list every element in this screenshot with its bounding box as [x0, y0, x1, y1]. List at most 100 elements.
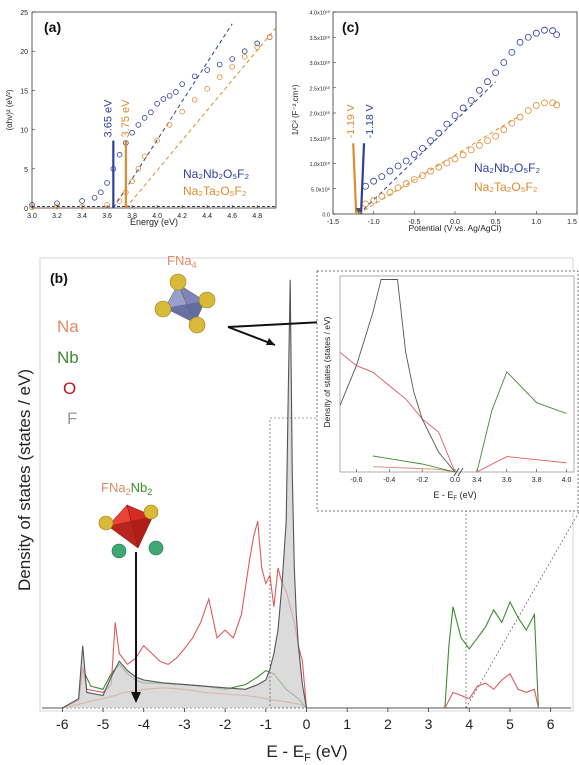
data-point	[241, 53, 248, 60]
data-point	[427, 167, 435, 175]
data-point	[160, 96, 167, 102]
dos-line-f	[42, 279, 571, 709]
data-point	[443, 159, 451, 167]
data-point	[508, 119, 516, 127]
data-point	[386, 188, 394, 196]
x-tick-label: 4.2	[177, 213, 187, 220]
data-point	[419, 172, 426, 180]
panel-a-ylabel: (αhν)² (eV²)	[5, 89, 14, 130]
inset-x-tick-label: 3.6	[502, 477, 512, 484]
data-point	[500, 126, 508, 134]
x-tick-label: 5	[506, 716, 514, 732]
inset-line-nb	[476, 371, 567, 473]
data-point	[54, 200, 60, 207]
inset-line-nb	[372, 455, 456, 473]
data-point	[484, 78, 491, 86]
data-point	[29, 202, 35, 208]
x-tick-label: 3.8	[127, 213, 137, 220]
data-point	[91, 195, 98, 201]
y-tick-label: 25	[20, 10, 28, 17]
flat-band-marker	[352, 143, 358, 215]
panel-c: -1.5 -1.0 -0.5 0.0 0.5 1.0 1.5 0.0 5.0x10⁹ 1.0x10…	[291, 10, 578, 233]
panel-a-legend-nb: Na₂Nb₂O₅F₂	[183, 167, 249, 181]
data-point	[104, 180, 110, 186]
panel-label-c: (c)	[342, 19, 359, 35]
panel-c-legend-ta: Na₂Ta₂O₅F₂	[474, 180, 538, 194]
data-point	[467, 96, 475, 104]
inset-x-tick-label: 3.8	[532, 477, 542, 484]
data-point	[475, 141, 483, 149]
panel-b-ylabel: Density of states (states / eV)	[15, 369, 34, 591]
x-tick-label: 1.5	[567, 219, 577, 226]
data-point	[553, 101, 561, 109]
data-point	[410, 151, 418, 158]
panel-b-ticks: -6 -5 -4 -3 -2 -1 0 1 2 3 4 5 6	[42, 707, 571, 732]
x-tick-label: -5	[97, 716, 110, 732]
data-point	[553, 31, 561, 39]
y-tick-label: 3.5x10¹⁰	[309, 35, 330, 42]
fit-line	[357, 115, 521, 215]
data-point	[154, 100, 160, 107]
inset-x-tick-label: -0.4	[383, 477, 395, 484]
dos-legend-na: Na	[57, 317, 79, 336]
data-point	[378, 192, 386, 200]
data-point	[394, 162, 402, 170]
fna4-label: FNa4	[167, 253, 197, 270]
data-point	[402, 180, 410, 188]
gap-label: 3.75 eV	[120, 99, 132, 138]
data-point	[229, 64, 236, 70]
x-tick-label: 2	[384, 716, 392, 732]
x-tick-label: 3.0	[27, 213, 37, 220]
flat-band-arrowhead	[355, 208, 362, 214]
inset-line-o	[339, 351, 456, 473]
data-point	[173, 89, 179, 95]
data-point	[29, 204, 35, 211]
x-tick-label: 0.0	[450, 219, 460, 226]
data-point	[443, 120, 451, 128]
dos-line-o	[42, 520, 571, 709]
data-point	[254, 40, 261, 47]
data-point	[79, 198, 85, 204]
data-point	[204, 86, 210, 92]
data-point	[116, 198, 123, 204]
data-point	[492, 132, 500, 140]
panel-c-ylabel: 1/C² (F⁻².cm⁴)	[291, 84, 300, 135]
flat-band-label: -1.18 V	[364, 104, 376, 138]
x-tick-label: 3.4	[77, 213, 87, 220]
data-point	[179, 108, 185, 115]
x-tick-label: 0.5	[491, 219, 501, 226]
panel-a-legend-ta: Na₂Ta₂O₅F₂	[183, 184, 247, 198]
fna4-tetrahedron-image: FNa4	[154, 253, 216, 334]
flat-band-marker	[359, 143, 366, 215]
dos-legend-nb: Nb	[57, 348, 79, 367]
fit-line	[112, 23, 233, 209]
data-point	[166, 93, 173, 99]
data-point	[549, 99, 556, 107]
panel-c-ticks: -1.5 -1.0 -0.5 0.0 0.5 1.0 1.5 0.0 5.0x10⁹ 1.0x10…	[309, 10, 578, 226]
data-point	[362, 200, 369, 208]
x-tick-label: 6	[547, 716, 555, 732]
data-point	[459, 104, 467, 112]
inset-line-f	[339, 279, 456, 473]
data-point	[549, 27, 556, 35]
x-tick-label: -1.0	[368, 219, 380, 226]
x-tick-label: 3.6	[102, 213, 112, 220]
data-point	[467, 146, 475, 154]
panel-c-marks: -1.18 V -1.19 V	[345, 26, 561, 215]
data-point	[129, 178, 135, 185]
x-tick-label: -6	[56, 716, 69, 732]
data-point	[516, 113, 524, 121]
y-tick-label: 3.0x10¹⁰	[309, 60, 330, 67]
data-point	[141, 115, 148, 121]
data-point	[500, 59, 508, 66]
panel-a-xlabel: Energy (eV)	[130, 217, 178, 227]
y-tick-label: 4.0x10¹⁰	[309, 10, 330, 17]
inset-line-na	[372, 466, 456, 473]
data-point	[98, 189, 104, 196]
dos-inset: -0.6 -0.4 -0.2 0.0 3.4 3.6 3.8 4.0 Density of s…	[316, 270, 579, 512]
data-point	[216, 74, 223, 80]
y-tick-label: 2.5x10¹⁰	[309, 85, 330, 92]
y-tick-label: 1.0x10¹⁰	[309, 161, 330, 168]
fna2nb2-tetrahedron-image: FNa2Nb2	[98, 480, 164, 559]
